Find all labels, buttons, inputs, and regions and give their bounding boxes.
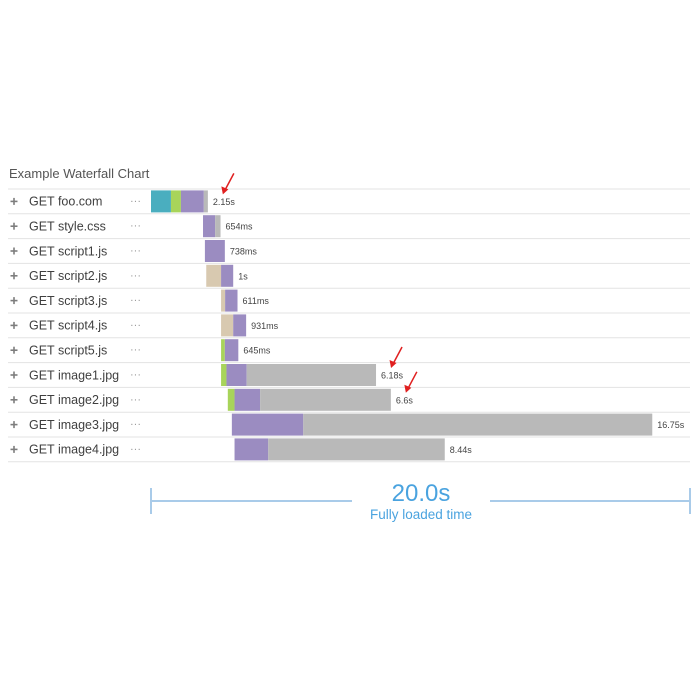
annotation-arrowhead	[404, 384, 412, 393]
total-time-label: Fully loaded time	[370, 507, 472, 522]
bar-segment-dns	[151, 190, 171, 213]
bar-segment-wait	[203, 215, 216, 238]
duration-label: 654ms	[226, 222, 254, 232]
request-label[interactable]: GET image1.jpg	[29, 368, 119, 382]
duration-label: 2.15s	[213, 197, 236, 207]
request-label[interactable]: GET script4.js	[29, 319, 107, 333]
duration-label: 1s	[238, 271, 248, 281]
request-label[interactable]: GET script5.js	[29, 344, 107, 358]
bar-segment-receive	[215, 215, 221, 238]
bar-segment-wait	[180, 190, 204, 213]
annotation-arrow	[392, 346, 403, 364]
bar-segment-receive	[260, 388, 391, 411]
bar-segment-wait	[225, 289, 238, 312]
request-label[interactable]: GET image2.jpg	[29, 393, 119, 407]
bar-segment-wait	[224, 339, 239, 362]
more-icon[interactable]: ···	[130, 270, 141, 282]
request-label[interactable]: GET script3.js	[29, 294, 107, 308]
annotation-arrowhead	[389, 360, 397, 368]
annotation-arrow	[224, 173, 235, 190]
bar-segment-connect	[221, 364, 227, 386]
bar-segment-wait	[226, 364, 247, 386]
bar-segment-wait	[221, 264, 234, 287]
total-time-value: 20.0s	[392, 480, 451, 507]
more-icon[interactable]: ···	[130, 295, 141, 307]
duration-label: 6.6s	[396, 395, 414, 405]
more-icon[interactable]: ···	[130, 245, 141, 257]
request-label[interactable]: GET style.css	[29, 220, 106, 234]
duration-label: 6.18s	[381, 371, 404, 381]
bar-segment-blocked	[221, 289, 226, 312]
duration-label: 16.75s	[657, 420, 685, 430]
bar-segment-connect	[227, 388, 235, 411]
annotation-arrowhead	[221, 186, 229, 195]
duration-label: 611ms	[243, 296, 270, 306]
chart-title: Example Waterfall Chart	[9, 166, 150, 181]
annotation-arrow	[407, 371, 418, 389]
request-label[interactable]: GET foo.com	[29, 195, 102, 209]
bar-segment-connect	[221, 339, 225, 362]
more-icon[interactable]: ···	[130, 369, 141, 381]
bar-segment-blocked	[221, 314, 234, 337]
request-label[interactable]: GET image4.jpg	[29, 443, 119, 457]
bar-segment-blocked	[206, 264, 222, 287]
bar-segment-wait	[234, 388, 261, 411]
bar-segment-receive	[203, 190, 208, 213]
duration-label: 645ms	[243, 346, 271, 356]
more-icon[interactable]: ···	[130, 195, 141, 207]
bar-segment-receive	[246, 364, 377, 386]
bar-segment-receive	[268, 438, 445, 461]
request-label[interactable]: GET image3.jpg	[29, 418, 119, 432]
duration-label: 738ms	[230, 247, 258, 257]
more-icon[interactable]: ···	[130, 419, 141, 431]
more-icon[interactable]: ···	[130, 344, 141, 356]
duration-label: 8.44s	[450, 445, 473, 455]
bar-segment-wait	[231, 413, 304, 436]
bar-segment-wait	[204, 240, 225, 262]
more-icon[interactable]: ···	[130, 220, 141, 232]
duration-label: 931ms	[251, 321, 279, 331]
more-icon[interactable]: ···	[130, 443, 141, 455]
bar-segment-connect	[170, 190, 181, 213]
bar-segment-receive	[303, 413, 653, 436]
bar-segment-wait	[233, 314, 247, 337]
more-icon[interactable]: ···	[130, 394, 141, 406]
more-icon[interactable]: ···	[130, 319, 141, 331]
request-label[interactable]: GET script2.js	[29, 269, 107, 283]
bar-segment-wait	[234, 438, 269, 461]
request-label[interactable]: GET script1.js	[29, 244, 107, 258]
